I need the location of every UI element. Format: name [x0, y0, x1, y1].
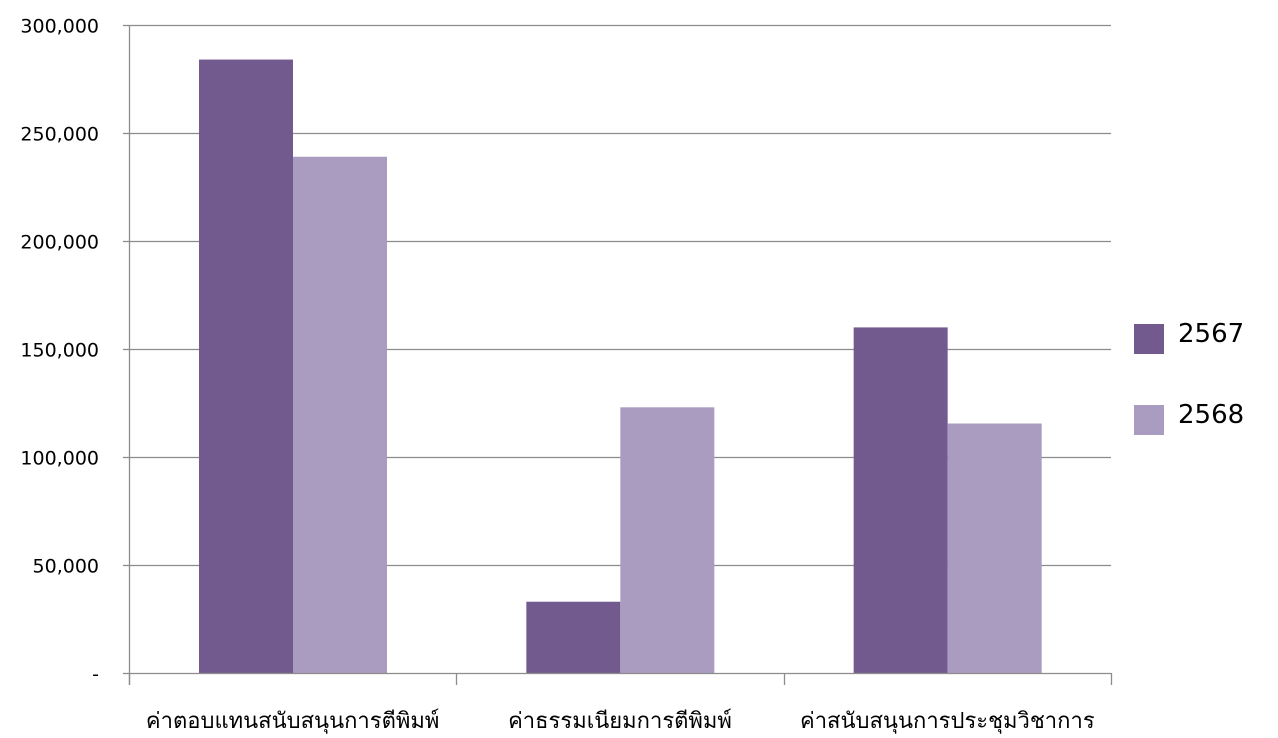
bar-2568-2 — [620, 407, 715, 673]
bar-2567-3 — [853, 327, 948, 673]
legend-swatch-2568 — [1134, 405, 1164, 435]
legend-label-2567: 2567 — [1178, 319, 1244, 349]
legend-label-2568: 2568 — [1178, 400, 1244, 430]
bar-2568-3 — [947, 423, 1042, 673]
legend-swatch-2567 — [1134, 324, 1164, 354]
y-tick-label: 250,000 — [20, 124, 99, 146]
y-tick-label: 150,000 — [20, 340, 99, 362]
bar-2567-1 — [199, 59, 293, 674]
bars — [199, 59, 1042, 674]
y-tick-labels: - 50,000 100,000 150,000 200,000 250,000 300,0… — [20, 16, 99, 686]
bar-2567-2 — [526, 601, 621, 673]
y-tick-label: 200,000 — [20, 232, 99, 254]
y-tick-label: 300,000 — [20, 16, 99, 38]
legend: 2567 2568 — [1134, 319, 1244, 435]
x-tick-label: ค่าธรรมเนียมการตีพิมพ์ — [508, 709, 732, 734]
y-tick-label: 50,000 — [33, 556, 99, 578]
x-tick-label: ค่าตอบแทนสนับสนุนการตีพิมพ์ — [146, 709, 439, 734]
axes — [123, 24, 1113, 685]
bar-2568-1 — [293, 156, 387, 673]
x-tick-label: ค่าสนับสนุนการประชุมวิชาการ — [800, 709, 1095, 734]
x-tick-labels: ค่าตอบแทนสนับสนุนการตีพิมพ์ ค่าธรรมเนียมก… — [146, 709, 1095, 734]
y-tick-label: 100,000 — [20, 448, 99, 470]
y-tick-label: - — [92, 664, 99, 686]
